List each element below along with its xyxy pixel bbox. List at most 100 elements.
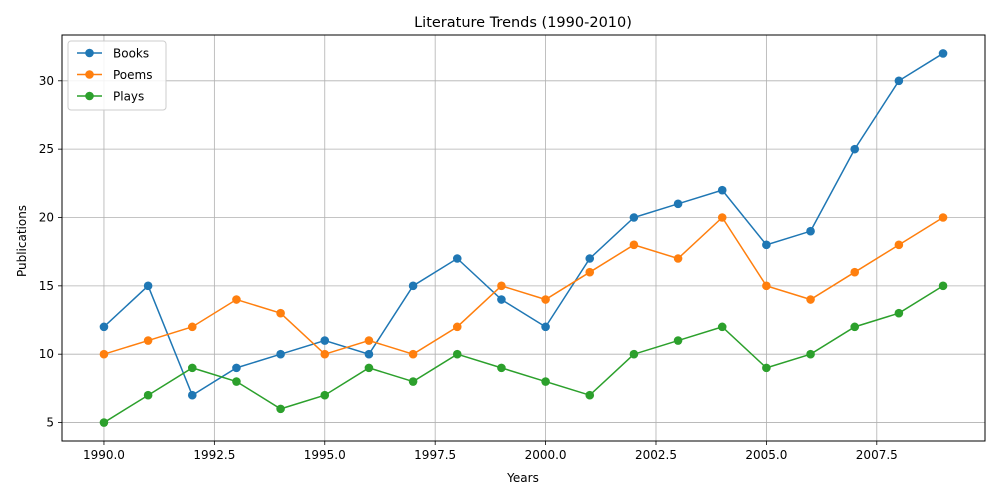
- data-point-books: [364, 349, 374, 359]
- data-point-plays: [364, 363, 374, 373]
- data-point-books: [894, 76, 904, 86]
- data-point-books: [629, 213, 639, 222]
- data-point-plays: [717, 322, 727, 332]
- legend-marker: [85, 91, 94, 101]
- x-tick-label: 2005.0: [745, 448, 787, 462]
- data-point-plays: [850, 322, 860, 332]
- data-point-plays: [276, 404, 285, 414]
- y-tick-label: 25: [39, 142, 54, 156]
- data-point-plays: [806, 349, 815, 359]
- data-point-plays: [99, 418, 109, 427]
- legend-box: [67, 40, 167, 111]
- data-point-books: [99, 322, 109, 332]
- data-point-books: [276, 349, 285, 359]
- data-point-poems: [320, 349, 330, 359]
- data-point-books: [320, 336, 330, 345]
- data-point-poems: [762, 281, 771, 291]
- y-tick-label: 5: [46, 416, 54, 430]
- data-point-books: [673, 199, 683, 209]
- data-point-plays: [938, 281, 948, 291]
- data-point-poems: [497, 281, 506, 291]
- series-books: [99, 49, 948, 400]
- data-point-poems: [673, 254, 683, 263]
- data-point-poems: [938, 213, 948, 222]
- data-point-plays: [497, 363, 506, 373]
- data-point-poems: [232, 295, 241, 304]
- x-tick-label: 1995.0: [304, 448, 346, 462]
- y-tick-label: 10: [39, 347, 54, 361]
- data-point-poems: [452, 322, 462, 332]
- data-point-plays: [452, 349, 462, 359]
- data-point-books: [717, 185, 727, 195]
- data-point-books: [806, 226, 815, 236]
- x-tick-label: 1992.5: [193, 448, 235, 462]
- data-point-books: [187, 390, 197, 400]
- data-point-poems: [408, 349, 418, 359]
- data-point-poems: [99, 349, 109, 359]
- y-axis: 5 10 15 20 25 30: [39, 74, 62, 430]
- legend-marker: [85, 70, 94, 79]
- data-point-plays: [187, 363, 197, 373]
- series-line-books: [103, 52, 944, 397]
- data-point-poems: [143, 336, 153, 345]
- legend-item-books: Books: [77, 47, 149, 61]
- series-line-poems: [103, 216, 944, 356]
- data-point-books: [232, 363, 241, 373]
- data-point-plays: [585, 390, 595, 400]
- data-point-poems: [894, 240, 904, 250]
- data-point-plays: [629, 349, 639, 359]
- x-tick-label: 1997.5: [414, 448, 456, 462]
- series-poems: [99, 213, 948, 359]
- data-point-books: [541, 322, 550, 332]
- data-point-plays: [673, 336, 683, 345]
- data-point-poems: [541, 295, 550, 304]
- y-axis-label: Publications: [15, 205, 29, 277]
- legend-item-plays: Plays: [77, 90, 144, 104]
- x-tick-label: 2002.5: [635, 448, 677, 462]
- data-point-poems: [585, 267, 595, 277]
- plot-area: [61, 34, 986, 442]
- data-point-poems: [806, 295, 815, 304]
- data-point-books: [143, 281, 153, 291]
- y-tick-label: 20: [39, 210, 54, 224]
- data-point-books: [762, 240, 771, 250]
- x-tick-label: 2007.5: [856, 448, 898, 462]
- data-point-plays: [408, 377, 418, 386]
- series-line-plays: [103, 285, 944, 424]
- data-point-books: [850, 144, 860, 154]
- data-point-plays: [320, 390, 330, 400]
- data-point-poems: [364, 336, 374, 345]
- x-tick-label: 2000.0: [525, 448, 567, 462]
- data-point-poems: [629, 240, 639, 250]
- series-plays: [99, 281, 948, 427]
- data-point-books: [408, 281, 418, 291]
- legend-label: Poems: [113, 68, 152, 82]
- series-layer: [99, 49, 948, 427]
- data-point-plays: [541, 377, 550, 386]
- data-point-poems: [717, 213, 727, 222]
- data-point-poems: [850, 267, 860, 277]
- data-point-poems: [276, 308, 285, 318]
- legend-label: Books: [113, 47, 149, 61]
- legend: Books Poems Plays: [67, 40, 167, 111]
- grid: [62, 35, 985, 441]
- y-tick-label: 30: [39, 74, 54, 88]
- data-point-books: [497, 295, 506, 304]
- legend-marker: [85, 48, 94, 58]
- x-axis-label: Years: [506, 471, 539, 485]
- x-axis: 1990.0 1992.5 1995.0 1997.5 2000.0 2002.5 2005…: [83, 441, 898, 462]
- data-point-plays: [894, 308, 904, 318]
- data-point-plays: [143, 390, 153, 400]
- legend-item-poems: Poems: [77, 68, 152, 82]
- chart-title: Literature Trends (1990-2010): [414, 15, 632, 31]
- legend-label: Plays: [113, 90, 144, 104]
- data-point-books: [452, 254, 462, 263]
- data-point-books: [585, 254, 595, 263]
- y-tick-label: 15: [39, 279, 54, 293]
- x-tick-label: 1990.0: [83, 448, 125, 462]
- data-point-poems: [187, 322, 197, 332]
- data-point-books: [938, 49, 948, 58]
- data-point-plays: [762, 363, 771, 373]
- data-point-plays: [232, 377, 241, 386]
